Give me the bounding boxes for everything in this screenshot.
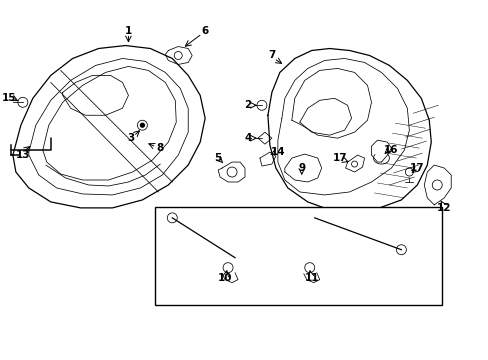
Bar [155,207,441,305]
Text: 17: 17 [409,163,424,173]
Text: 6: 6 [201,26,208,36]
Text: 5: 5 [214,153,221,163]
Text: 9: 9 [298,163,305,173]
Text: 1: 1 [124,26,132,36]
Text: 16: 16 [384,145,398,155]
Text: 2: 2 [244,100,251,110]
Text: 10: 10 [217,273,232,283]
Text: 4: 4 [244,133,251,143]
Text: 12: 12 [436,203,450,213]
Circle shape [140,123,144,127]
Text: 13: 13 [16,150,30,160]
Text: 7: 7 [267,50,275,60]
Text: 3: 3 [126,133,134,143]
Text: 15: 15 [1,93,16,103]
Text: 11: 11 [304,273,318,283]
Text: 14: 14 [270,147,285,157]
Text: 8: 8 [156,143,163,153]
Text: 17: 17 [332,153,346,163]
